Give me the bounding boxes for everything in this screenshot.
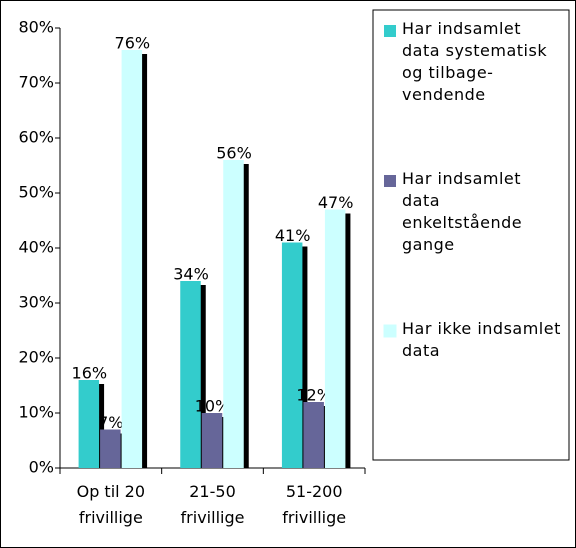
x-tick-label: Op til 20 frivillige bbox=[77, 482, 145, 527]
y-tick-label: 40% bbox=[18, 238, 54, 257]
bar bbox=[303, 402, 324, 468]
legend-entry: Har ikke indsamlet data bbox=[402, 319, 561, 360]
bar-shadow bbox=[98, 384, 105, 468]
bar bbox=[180, 281, 201, 468]
bar bbox=[324, 209, 346, 468]
y-tick-label: 80% bbox=[18, 18, 54, 37]
bar bbox=[100, 429, 121, 468]
x-tick-label: 21-50 frivillige bbox=[181, 482, 245, 527]
legend-entry: Har indsamlet data systematisk og tilbag… bbox=[402, 19, 548, 104]
bar-shadow bbox=[242, 164, 249, 468]
y-tick-label: 10% bbox=[18, 403, 54, 422]
y-tick-label: 50% bbox=[18, 183, 54, 202]
y-tick-label: 30% bbox=[18, 293, 54, 312]
bar-shadow bbox=[344, 213, 351, 468]
legend-entry: Har indsamlet data enkeltstående gange bbox=[402, 169, 523, 254]
data-label: 76% bbox=[115, 34, 151, 53]
legend-label: Har indsamlet data enkeltstående gange bbox=[402, 169, 523, 254]
bar bbox=[223, 160, 244, 468]
data-label: 41% bbox=[275, 226, 311, 245]
bar-shadow bbox=[199, 285, 206, 468]
y-tick-label: 0% bbox=[29, 458, 54, 477]
bar bbox=[121, 50, 143, 468]
data-label: 16% bbox=[72, 364, 108, 383]
data-label: 10% bbox=[195, 397, 231, 416]
bar bbox=[281, 242, 303, 468]
y-tick-label: 70% bbox=[18, 73, 54, 92]
legend-label: Har ikke indsamlet data bbox=[402, 319, 561, 360]
legend-box bbox=[372, 9, 570, 461]
legend-label: Har indsamlet data systematisk og tilbag… bbox=[402, 19, 548, 104]
legend-swatch bbox=[384, 175, 396, 187]
data-label: 12% bbox=[296, 386, 332, 405]
legend-swatch bbox=[384, 25, 396, 37]
data-label: 56% bbox=[216, 144, 252, 163]
data-label: 34% bbox=[173, 265, 209, 284]
bar bbox=[201, 413, 223, 468]
bar bbox=[78, 380, 100, 468]
data-label: 47% bbox=[318, 193, 354, 212]
x-tick-label: 51-200 frivillige bbox=[282, 482, 346, 527]
y-tick-label: 60% bbox=[18, 128, 54, 147]
bar-shadow bbox=[301, 246, 308, 468]
bar-shadow bbox=[141, 54, 148, 468]
data-label: 7% bbox=[98, 413, 123, 432]
y-tick-label: 20% bbox=[18, 348, 54, 367]
legend-swatch bbox=[383, 324, 397, 338]
